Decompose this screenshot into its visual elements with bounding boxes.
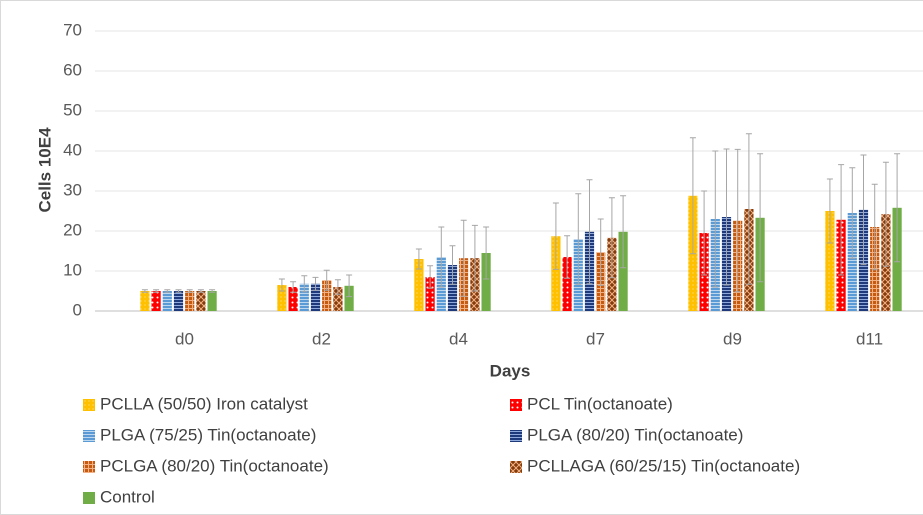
legend-swatch bbox=[83, 399, 95, 411]
error-bar bbox=[346, 274, 353, 298]
error-bar bbox=[757, 153, 764, 283]
bar bbox=[185, 291, 195, 311]
x-axis-title: Days bbox=[490, 361, 531, 380]
x-tick-label: d2 bbox=[312, 329, 331, 348]
legend-swatch bbox=[510, 461, 522, 473]
error-bar bbox=[449, 245, 456, 285]
bar bbox=[322, 280, 332, 311]
bar bbox=[277, 285, 287, 311]
bar bbox=[196, 291, 206, 311]
x-tick-label: d0 bbox=[175, 329, 194, 348]
y-tick-label: 20 bbox=[63, 220, 82, 239]
bar bbox=[299, 283, 309, 311]
legend-label: PCLGA (80/20) Tin(octanoate) bbox=[100, 456, 329, 475]
y-axis-title: Cells 10E4 bbox=[35, 127, 54, 213]
error-bar bbox=[712, 150, 719, 288]
bar bbox=[151, 291, 161, 311]
bar bbox=[562, 257, 572, 311]
error-bar bbox=[597, 218, 604, 286]
bar bbox=[207, 291, 217, 311]
bar bbox=[173, 291, 184, 311]
bar bbox=[618, 231, 628, 311]
error-bar bbox=[141, 289, 148, 293]
error-bar bbox=[164, 289, 171, 293]
error-bar bbox=[826, 178, 833, 244]
error-bar bbox=[209, 289, 216, 293]
legend-swatch bbox=[83, 461, 95, 473]
error-bar bbox=[460, 219, 467, 297]
error-bar bbox=[153, 289, 160, 293]
error-bar bbox=[323, 269, 330, 291]
y-tick-label: 60 bbox=[63, 60, 82, 79]
error-bar bbox=[438, 226, 445, 288]
bar bbox=[140, 291, 150, 311]
error-bar bbox=[175, 289, 182, 293]
error-bar bbox=[882, 161, 889, 267]
legend-swatch bbox=[83, 430, 95, 442]
error-bar bbox=[483, 226, 490, 280]
bar bbox=[333, 287, 343, 311]
error-bar bbox=[564, 235, 571, 279]
error-bar bbox=[689, 137, 696, 255]
error-bar bbox=[197, 289, 204, 293]
y-tick-label: 10 bbox=[63, 260, 82, 279]
error-bar bbox=[471, 224, 478, 292]
y-tick-label: 40 bbox=[63, 140, 82, 159]
error-bar bbox=[745, 133, 752, 285]
error-bar bbox=[723, 148, 730, 286]
legend-label: Control bbox=[100, 487, 155, 506]
legend-label: PCLLAGA (60/25/15) Tin(octanoate) bbox=[527, 456, 800, 475]
bar bbox=[288, 287, 298, 311]
error-bar bbox=[312, 276, 319, 291]
legend-label: PLGA (75/25) Tin(octanoate) bbox=[100, 425, 316, 444]
error-bar bbox=[278, 278, 285, 292]
bar bbox=[425, 277, 435, 311]
bar bbox=[447, 265, 458, 311]
y-tick-label: 30 bbox=[63, 180, 82, 199]
bar bbox=[551, 236, 561, 311]
legend-swatch bbox=[83, 492, 95, 504]
legend-swatch bbox=[510, 399, 522, 411]
error-bar bbox=[334, 279, 341, 295]
y-tick-label: 70 bbox=[63, 20, 82, 39]
x-tick-label: d9 bbox=[723, 329, 742, 348]
bar bbox=[414, 259, 424, 311]
error-bar bbox=[860, 154, 867, 266]
bar bbox=[162, 291, 172, 311]
bar bbox=[847, 213, 857, 311]
error-bar bbox=[838, 164, 845, 276]
error-bar bbox=[734, 148, 741, 293]
error-bar bbox=[586, 179, 593, 285]
error-bar bbox=[608, 197, 615, 279]
x-tick-label: d4 bbox=[449, 329, 468, 348]
bar bbox=[481, 253, 491, 311]
x-tick-label: d7 bbox=[586, 329, 605, 348]
error-bar bbox=[301, 275, 308, 293]
error-bar bbox=[575, 193, 582, 285]
bar bbox=[344, 285, 354, 311]
legend-label: PCLLA (50/50) Iron catalyst bbox=[100, 394, 308, 413]
legend-label: PCL Tin(octanoate) bbox=[527, 394, 673, 413]
error-bar bbox=[552, 202, 559, 270]
error-bar bbox=[849, 167, 856, 259]
error-bar bbox=[871, 183, 878, 271]
error-bar bbox=[620, 195, 627, 269]
error-bar bbox=[427, 265, 434, 289]
error-bar bbox=[186, 289, 193, 293]
y-tick-label: 0 bbox=[73, 300, 82, 319]
error-bar bbox=[894, 153, 901, 263]
error-bar bbox=[290, 281, 297, 293]
bar bbox=[310, 283, 321, 311]
bar bbox=[825, 211, 835, 311]
legend-label: PLGA (80/20) Tin(octanoate) bbox=[527, 425, 743, 444]
legend-swatch bbox=[510, 430, 522, 442]
y-tick-label: 50 bbox=[63, 100, 82, 119]
error-bar bbox=[415, 248, 422, 270]
x-tick-label: d11 bbox=[856, 329, 883, 348]
error-bar bbox=[701, 190, 708, 276]
